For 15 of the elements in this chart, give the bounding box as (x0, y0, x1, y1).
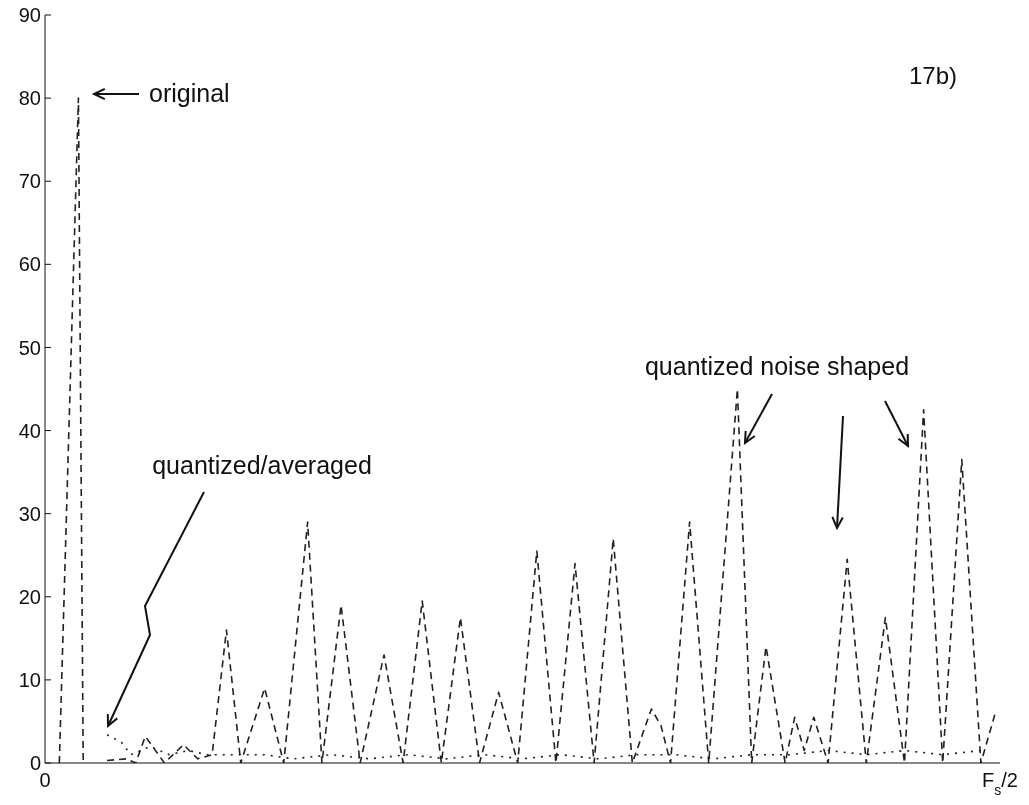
y-tick-label: 30 (18, 502, 41, 525)
annotation: quantized/averaged (152, 450, 372, 479)
x-tick-label: F$_{s}$/2 (982, 769, 1018, 798)
y-tick-label: 0 (29, 752, 41, 775)
y-tick-label: 90 (18, 4, 41, 27)
y-tick-label: 40 (18, 419, 41, 442)
y-tick-label: 80 (18, 87, 41, 110)
annotation: original (149, 78, 230, 107)
y-tick-label: 20 (18, 585, 41, 608)
y-tick-label: 10 (18, 668, 41, 691)
annotation: 17b) (908, 62, 957, 90)
y-tick-label: 60 (18, 253, 41, 276)
annotation: quantized noise shaped (644, 351, 910, 380)
y-tick-label: 50 (18, 336, 41, 359)
y-tick-label: 70 (18, 170, 41, 193)
